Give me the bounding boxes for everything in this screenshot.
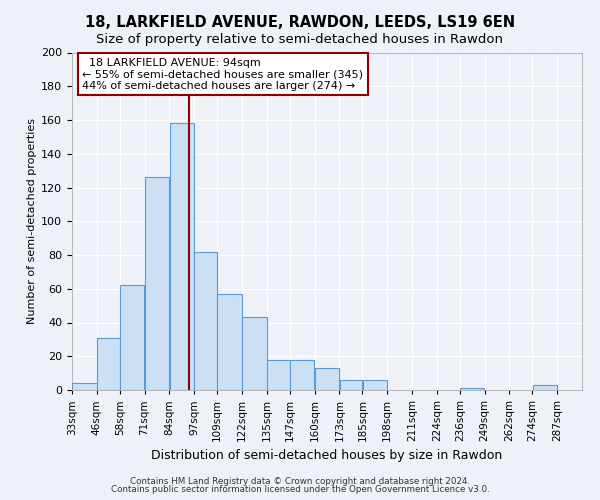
Bar (120, 286, 145, 390)
Bar (460, 388, 484, 390)
Bar (267, 360, 290, 390)
Bar (290, 360, 314, 390)
X-axis label: Distribution of semi-detached houses by size in Rawdon: Distribution of semi-detached houses by … (151, 450, 503, 462)
Bar (194, 252, 217, 390)
Bar (170, 124, 194, 390)
Bar (97, 338, 119, 390)
Bar (242, 318, 266, 390)
Text: 18 LARKFIELD AVENUE: 94sqm  
← 55% of semi-detached houses are smaller (345)
44%: 18 LARKFIELD AVENUE: 94sqm ← 55% of semi… (82, 58, 363, 91)
Text: Contains HM Land Registry data © Crown copyright and database right 2024.: Contains HM Land Registry data © Crown c… (130, 476, 470, 486)
Bar (72, 383, 97, 390)
Bar (533, 385, 557, 390)
Bar (145, 178, 169, 390)
Bar (362, 380, 387, 390)
Bar (315, 368, 339, 390)
Text: Contains public sector information licensed under the Open Government Licence v3: Contains public sector information licen… (110, 485, 490, 494)
Y-axis label: Number of semi-detached properties: Number of semi-detached properties (27, 118, 37, 324)
Text: 18, LARKFIELD AVENUE, RAWDON, LEEDS, LS19 6EN: 18, LARKFIELD AVENUE, RAWDON, LEEDS, LS1… (85, 15, 515, 30)
Text: Size of property relative to semi-detached houses in Rawdon: Size of property relative to semi-detach… (97, 32, 503, 46)
Bar (340, 380, 362, 390)
Bar (217, 294, 242, 390)
